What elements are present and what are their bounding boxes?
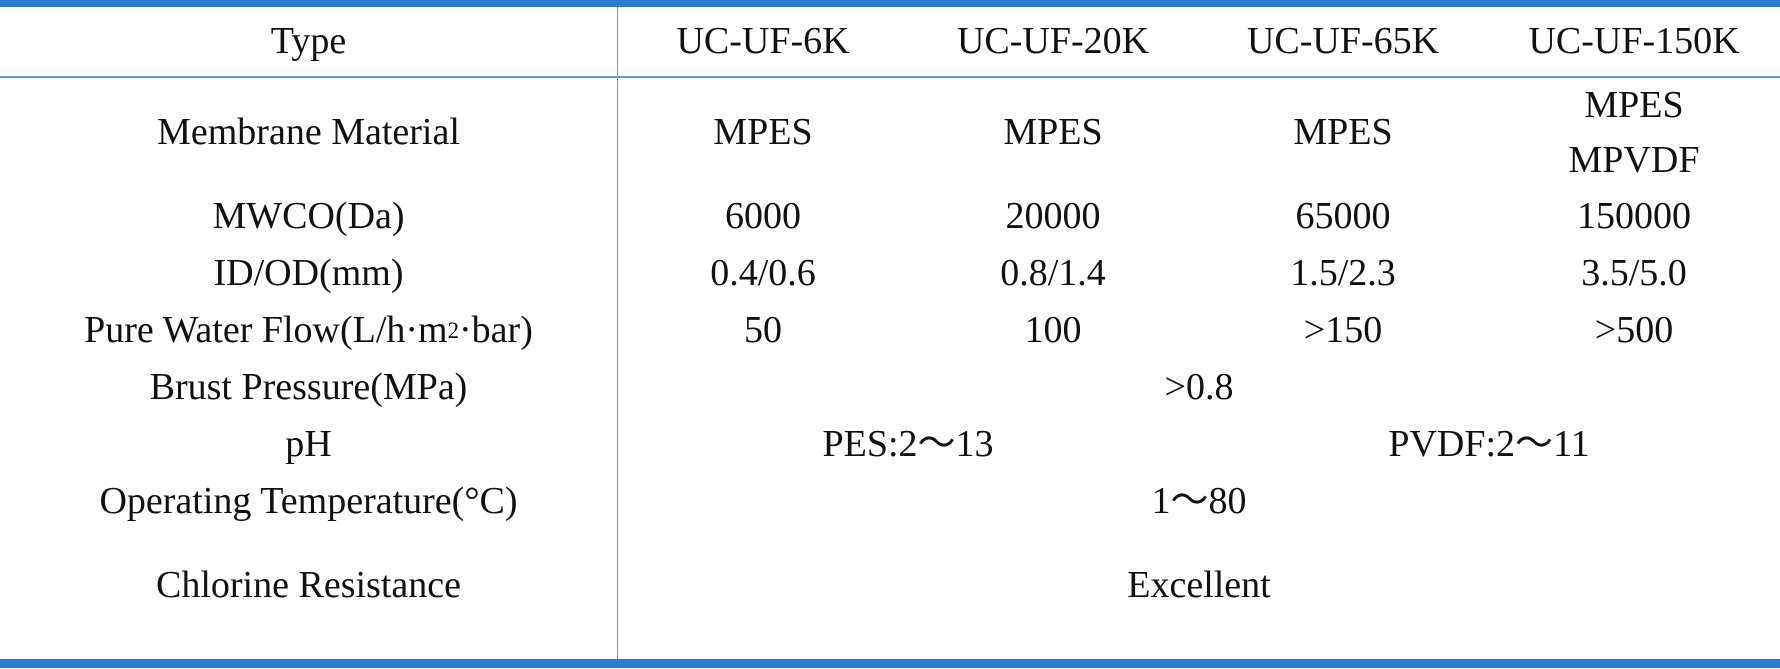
pure-water-flow-label-pre: Pure Water Flow(L/h·m — [84, 308, 448, 351]
id-od-150k: 3.5/5.0 — [1581, 251, 1687, 294]
pure-water-flow-20k: 100 — [1024, 308, 1082, 351]
row-chlorine-resistance: Chlorine Resistance Excellent — [0, 530, 1780, 659]
mwco-6k: 6000 — [725, 194, 801, 237]
header-model-1: UC-UF-6K — [676, 19, 850, 62]
row-mwco: MWCO(Da) 6000 20000 65000 150000 — [0, 188, 1780, 245]
id-od-65k: 1.5/2.3 — [1290, 251, 1396, 294]
row-label: Brust Pressure(MPa) — [149, 365, 468, 408]
pure-water-flow-150k: >500 — [1594, 308, 1674, 351]
operating-temperature-value: 1～80 — [1151, 479, 1247, 522]
mwco-65k: 65000 — [1295, 194, 1391, 237]
label-column-divider — [617, 7, 618, 659]
row-burst-pressure: Brust Pressure(MPa) >0.8 — [0, 359, 1780, 416]
membrane-material-150k-line-2: MPVDF — [1568, 139, 1700, 181]
row-label: Pure Water Flow(L/h·m 2 ·bar) — [0, 302, 617, 359]
ph-pes-value: PES:2～13 — [822, 422, 994, 465]
membrane-material-6k: MPES — [713, 111, 813, 154]
burst-pressure-value: >0.8 — [1164, 365, 1234, 408]
header-model-3: UC-UF-65K — [1246, 19, 1440, 62]
id-od-6k: 0.4/0.6 — [710, 251, 816, 294]
membrane-material-65k: MPES — [1293, 111, 1393, 154]
row-pure-water-flow: Pure Water Flow(L/h·m 2 ·bar) 50 100 >150 … — [0, 302, 1780, 359]
header-type-label: Type — [270, 19, 347, 62]
row-label: MWCO(Da) — [212, 194, 405, 237]
id-od-20k: 0.8/1.4 — [1000, 251, 1106, 294]
pure-water-flow-6k: 50 — [744, 308, 782, 351]
row-membrane-material: Membrane Material MPES MPES MPES MPES MP… — [0, 78, 1780, 188]
row-operating-temperature: Operating Temperature(°C) 1～80 — [0, 473, 1780, 530]
mwco-20k: 20000 — [1005, 194, 1101, 237]
row-label: pH — [285, 422, 332, 465]
table-bottom-rule — [0, 659, 1780, 668]
row-id-od: ID/OD(mm) 0.4/0.6 0.8/1.4 1.5/2.3 3.5/5.… — [0, 245, 1780, 302]
header-divider — [0, 76, 1780, 78]
row-label: ID/OD(mm) — [213, 251, 404, 294]
header-model-2: UC-UF-20K — [956, 19, 1150, 62]
header-row: Type UC-UF-6K UC-UF-20K UC-UF-65K UC-UF-… — [0, 7, 1780, 76]
row-label: Chlorine Resistance — [156, 563, 461, 606]
pure-water-flow-65k: >150 — [1303, 308, 1383, 351]
mwco-150k: 150000 — [1577, 194, 1691, 237]
ph-pvdf-value: PVDF:2～11 — [1388, 422, 1590, 465]
header-model-4: UC-UF-150K — [1528, 19, 1740, 62]
row-label: Operating Temperature(°C) — [99, 479, 518, 522]
table-top-rule — [0, 0, 1780, 7]
chlorine-resistance-value: Excellent — [1127, 563, 1271, 606]
membrane-material-150k-line-1: MPES — [1584, 83, 1684, 126]
pure-water-flow-label-post: ·bar) — [459, 308, 533, 351]
membrane-material-150k: MPES MPVDF — [1488, 78, 1780, 188]
membrane-material-20k: MPES — [1003, 111, 1103, 154]
row-ph: pH PES:2～13 PVDF:2～11 — [0, 416, 1780, 473]
row-label: Membrane Material — [157, 111, 460, 154]
